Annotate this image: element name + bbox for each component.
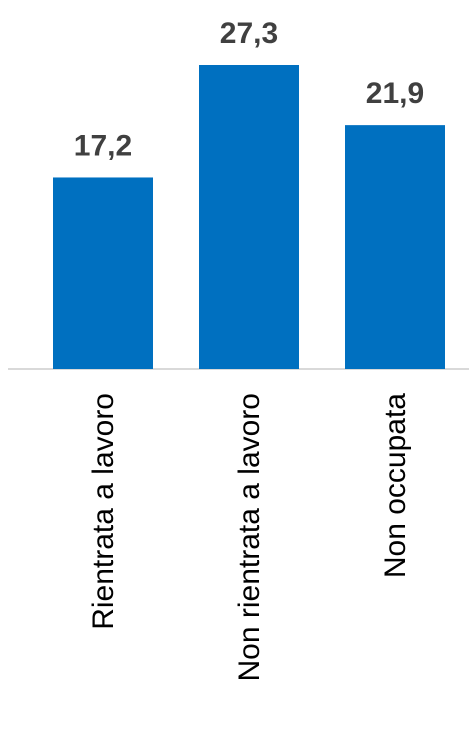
category-label-2: Non rientrata a lavoro [233, 393, 266, 682]
category-label-1: Rientrata a lavoro [87, 393, 120, 630]
bar-3 [345, 125, 445, 369]
data-label-2: 27,3 [220, 17, 278, 50]
bar-1 [53, 177, 153, 369]
bar-2 [199, 65, 299, 369]
data-label-3: 21,9 [366, 77, 424, 110]
category-label-3: Non occupata [379, 393, 412, 578]
data-label-1: 17,2 [74, 129, 132, 162]
